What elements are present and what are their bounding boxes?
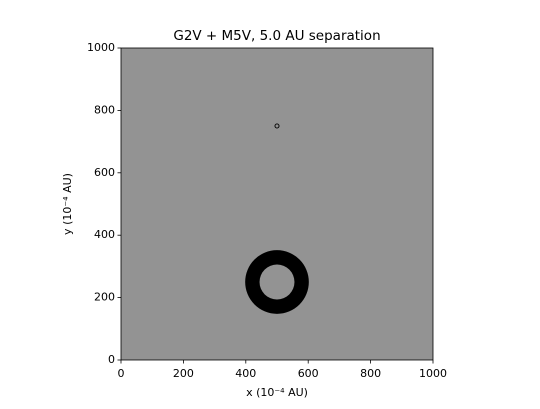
y-tick-label: 400 (94, 228, 115, 241)
y-tick-label: 600 (94, 166, 115, 179)
x-tick-label: 0 (118, 367, 125, 380)
x-tick-label: 600 (298, 367, 319, 380)
y-tick-label: 0 (108, 353, 115, 366)
x-tick-label: 1000 (419, 367, 447, 380)
y-tick-label: 800 (94, 103, 115, 116)
plot-frame (120, 47, 434, 361)
y-axis-label: y (10⁻⁴ AU) (61, 173, 74, 235)
y-tick-label: 200 (94, 291, 115, 304)
ring (245, 250, 309, 314)
y-tick-label: 1000 (87, 41, 115, 54)
x-axis-label: x (10⁻⁴ AU) (246, 386, 308, 399)
x-tick-label: 400 (235, 367, 256, 380)
x-tick-label: 200 (173, 367, 194, 380)
chart-title: G2V + M5V, 5.0 AU separation (173, 28, 380, 44)
x-tick-label: 800 (360, 367, 381, 380)
ring (274, 123, 280, 129)
